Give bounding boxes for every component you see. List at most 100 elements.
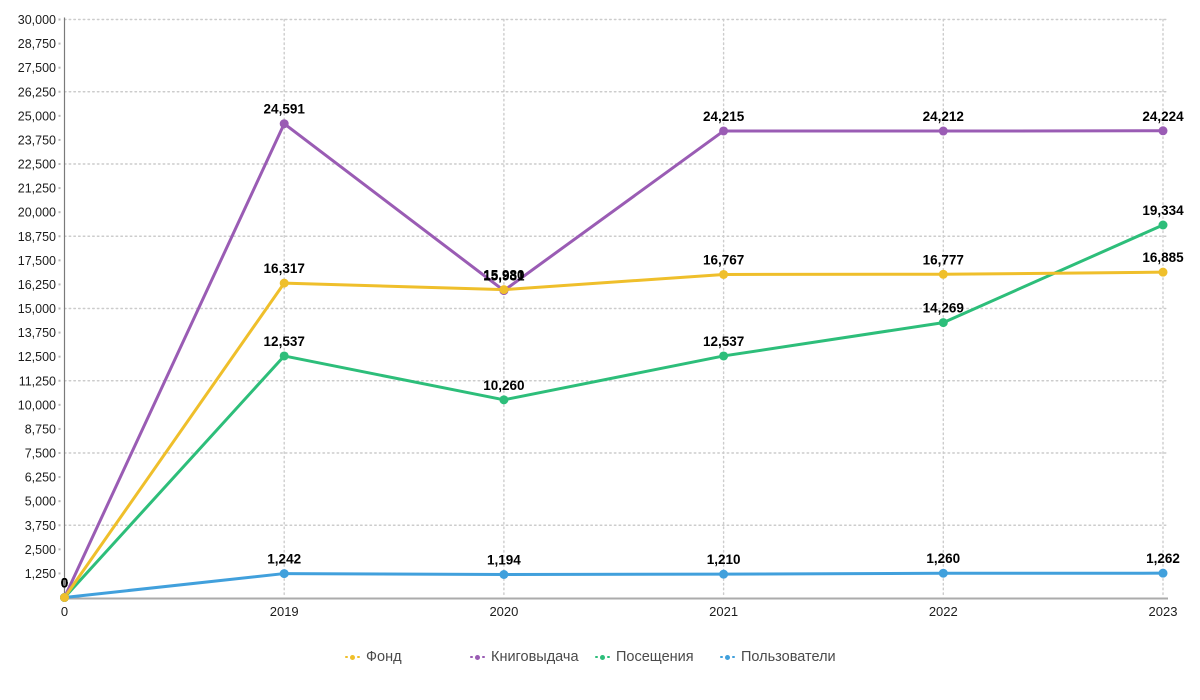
data-point-knigovydacha[interactable] (1158, 126, 1168, 136)
y-axis-tick-label: 18,750 (18, 230, 56, 244)
data-point-fond[interactable] (279, 278, 289, 288)
data-point-polzovateli[interactable] (499, 569, 509, 579)
data-point-poseshcheniya[interactable] (499, 395, 509, 405)
y-axis-tick (58, 114, 61, 117)
legend-marker-knigovydacha (470, 654, 485, 660)
data-label-poseshcheniya: 10,260 (483, 378, 524, 393)
y-axis-tick (58, 42, 61, 45)
data-label-polzovateli: 1,210 (707, 552, 741, 567)
legend-label: Книговыдача (491, 649, 579, 665)
y-axis-tick-label: 30,000 (18, 13, 56, 27)
legend-marker-dash (720, 656, 723, 659)
legend-item-fond[interactable]: Фонд (345, 650, 470, 665)
y-axis-tick-label: 27,500 (18, 61, 56, 75)
data-label-fond: 16,777 (923, 252, 964, 267)
legend-marker-dash (732, 656, 735, 659)
y-axis-tick (58, 283, 61, 286)
y-axis-tick (58, 66, 61, 69)
data-point-polzovateli[interactable] (719, 569, 729, 579)
y-axis-tick-label: 7,500 (25, 447, 56, 461)
data-label-poseshcheniya: 14,269 (923, 301, 964, 316)
y-axis-tick-label: 28,750 (18, 37, 56, 51)
legend-marker-dash (482, 656, 485, 659)
y-axis-tick-label: 2,500 (25, 543, 56, 557)
data-label-polzovateli: 1,262 (1146, 551, 1180, 566)
data-point-fond[interactable] (719, 269, 729, 279)
x-axis-tick-label: 2023 (1149, 604, 1178, 619)
x-axis-tick-label: 2022 (929, 604, 958, 619)
data-label-fond: 15,980 (483, 268, 524, 283)
data-point-poseshcheniya[interactable] (1158, 220, 1168, 230)
series-line-fond (63, 270, 1165, 599)
data-label-polzovateli: 0 (61, 576, 69, 591)
data-point-knigovydacha[interactable] (938, 126, 948, 136)
data-point-poseshcheniya[interactable] (938, 318, 948, 328)
legend-marker-dot (600, 654, 605, 660)
legend-marker-dot (475, 654, 480, 660)
x-axis-tick-label: 2020 (489, 604, 518, 619)
y-axis-tick-label: 23,750 (18, 133, 56, 147)
legend-label: Посещения (616, 649, 694, 665)
y-axis-tick (58, 259, 61, 262)
y-axis-tick-label: 12,500 (18, 350, 56, 364)
y-axis-tick (58, 163, 61, 165)
legend-marker-dash (345, 656, 348, 659)
data-label-polzovateli: 1,242 (267, 552, 301, 567)
data-point-polzovateli[interactable] (938, 568, 948, 578)
data-label-poseshcheniya: 12,537 (264, 334, 305, 349)
data-label-poseshcheniya: 12,537 (703, 334, 744, 349)
data-label-knigovydacha: 24,212 (923, 109, 964, 124)
y-axis-tick (58, 476, 61, 479)
y-axis-tick (58, 452, 61, 454)
y-axis-tick (58, 235, 61, 238)
data-point-polzovateli[interactable] (1158, 568, 1168, 578)
x-axis-tick-label: 2021 (709, 604, 738, 619)
data-point-fond[interactable] (499, 285, 509, 295)
legend-marker-dash (607, 656, 610, 659)
y-axis-tick-label: 25,000 (18, 109, 56, 123)
y-axis-tick (58, 500, 61, 503)
series-line-knigovydacha (63, 122, 1165, 599)
y-axis-tick (58, 307, 61, 310)
legend-item-knigovydacha[interactable]: Книговыдача (470, 650, 595, 665)
y-axis-tick-label: 10,000 (18, 398, 56, 412)
data-label-knigovydacha: 24,591 (264, 102, 306, 117)
series-line-poseshcheniya (63, 223, 1165, 599)
data-point-poseshcheniya[interactable] (279, 351, 289, 361)
y-axis-tick (58, 379, 61, 382)
data-label-fond: 16,885 (1142, 250, 1184, 265)
data-point-fond[interactable] (60, 593, 69, 602)
data-point-polzovateli[interactable] (279, 569, 289, 579)
y-axis-tick-label: 15,000 (18, 302, 56, 316)
y-axis-tick-label: 1,250 (25, 567, 56, 581)
legend-marker-dash (357, 656, 360, 659)
x-axis-tick-label: 2019 (270, 604, 299, 619)
legend-label: Фонд (366, 649, 402, 665)
y-axis-tick (58, 90, 61, 93)
chart-legend: Фонд Книговыдача Посещения Пользователи (345, 650, 845, 665)
y-axis-tick-label: 16,250 (18, 278, 56, 292)
legend-item-polzovateli[interactable]: Пользователи (720, 650, 845, 665)
y-axis-tick-label: 13,750 (18, 326, 56, 340)
y-axis-tick (58, 548, 61, 551)
y-axis-tick (58, 572, 61, 575)
data-point-knigovydacha[interactable] (279, 119, 289, 129)
legend-marker-fond (345, 654, 360, 660)
data-point-fond[interactable] (938, 269, 948, 279)
x-axis-tick-label: 0 (61, 604, 68, 619)
data-label-knigovydacha: 15,931 (483, 269, 525, 284)
y-axis-tick-label: 17,500 (18, 254, 56, 268)
legend-item-poseshcheniya[interactable]: Посещения (595, 650, 720, 665)
data-point-poseshcheniya[interactable] (719, 351, 729, 361)
data-label-knigovydacha: 24,215 (703, 109, 745, 124)
y-axis-tick-label: 5,000 (25, 495, 56, 509)
y-axis-tick-label: 21,250 (18, 182, 56, 196)
data-point-knigovydacha[interactable] (719, 126, 729, 136)
y-axis-tick (58, 138, 61, 141)
legend-marker-dash (470, 656, 473, 659)
data-point-fond[interactable] (1158, 267, 1168, 277)
legend-label: Пользователи (741, 649, 836, 665)
y-axis-tick-label: 26,250 (18, 85, 56, 99)
